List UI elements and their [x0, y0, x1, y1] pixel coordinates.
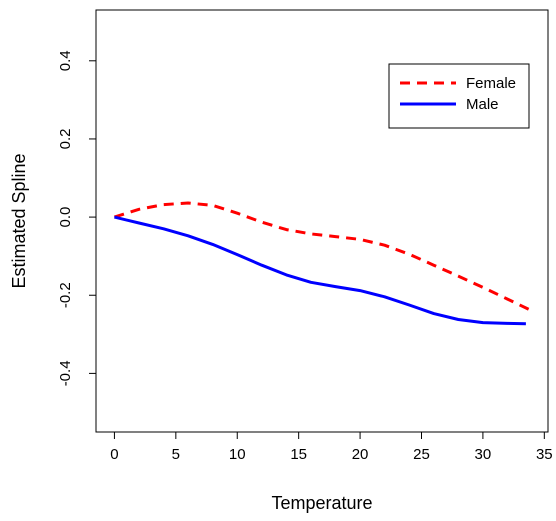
y-tick-label: 0.4 [57, 50, 74, 71]
series-line-female [113, 201, 533, 313]
x-axis-label: Temperature [271, 493, 372, 513]
x-tick-label: 35 [536, 446, 553, 463]
y-tick-label: 0.2 [57, 129, 74, 150]
legend-label-female: Female [466, 75, 516, 92]
x-tick-label: 30 [475, 446, 492, 463]
legend-box [388, 63, 530, 129]
series-line-male [114, 215, 526, 326]
x-tick-label: 0 [110, 446, 118, 463]
y-axis-label: Estimated Spline [9, 153, 29, 288]
y-tick-label: -0.2 [57, 282, 74, 308]
plot-frame [95, 9, 549, 433]
x-tick-label: 25 [413, 446, 430, 463]
y-tick-label: 0.0 [57, 207, 74, 228]
y-tick-label: -0.4 [57, 360, 74, 386]
series-layer [113, 201, 533, 326]
x-tick-label: 20 [352, 446, 369, 463]
x-axis: 0 5 10 15 20 25 30 35 [110, 432, 553, 463]
y-axis: -0.4 -0.2 0.0 0.2 0.4 [57, 50, 96, 386]
x-tick-label: 5 [172, 446, 180, 463]
legend: Female Male [388, 63, 530, 129]
legend-label-male: Male [466, 96, 499, 113]
x-tick-label: 15 [290, 446, 307, 463]
x-tick-label: 10 [229, 446, 246, 463]
